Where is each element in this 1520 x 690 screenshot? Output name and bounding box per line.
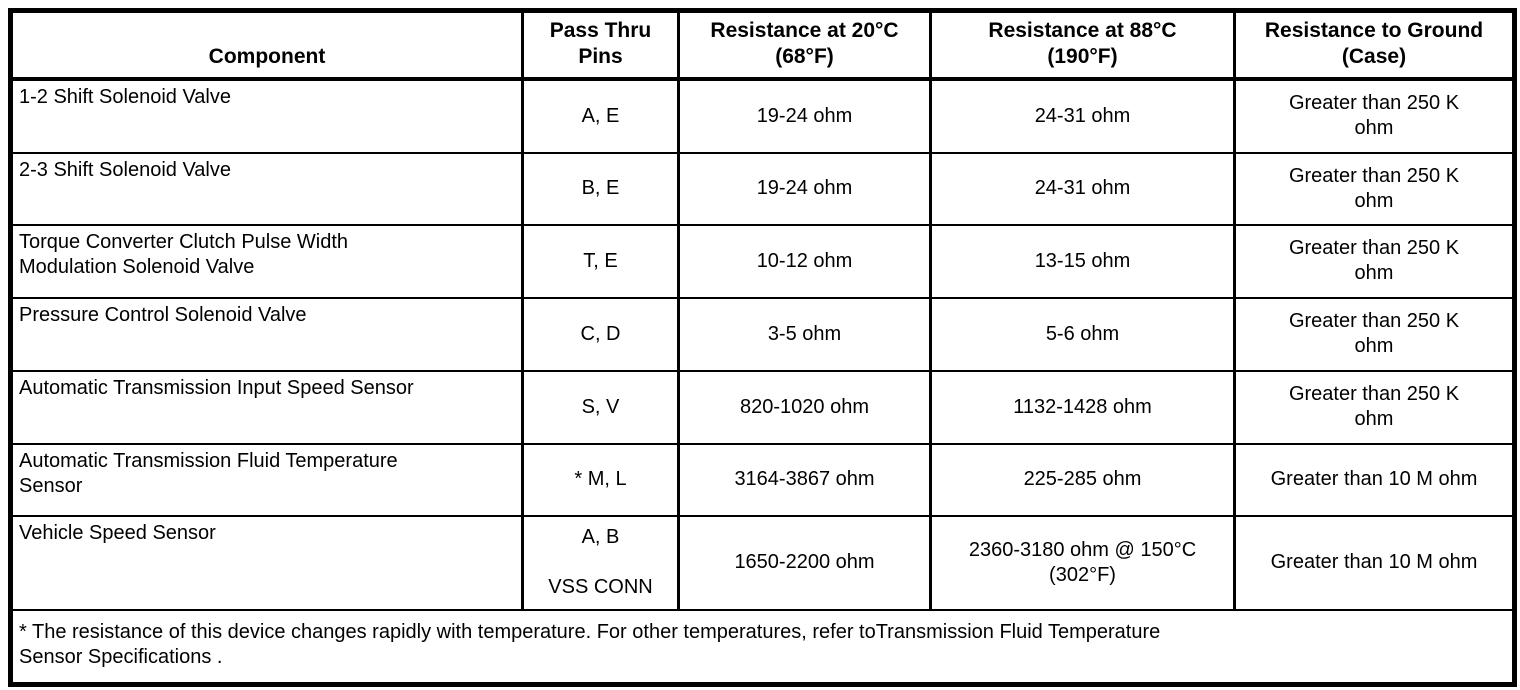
- table-row: 2-3 Shift Solenoid Valve B, E 19-24 ohm …: [9, 151, 1516, 226]
- footnote-row: * The resistance of this device changes …: [9, 608, 1516, 686]
- cell-component: 1-2 Shift Solenoid Valve: [9, 77, 524, 154]
- cell-pins: T, E: [521, 223, 680, 299]
- col-header-component: Component: [9, 9, 524, 81]
- cell-resistance-20c: 1650-2200 ohm: [677, 514, 932, 611]
- cell-resistance-20c: 820-1020 ohm: [677, 369, 932, 445]
- col-header-resistance-20c: Resistance at 20°C (68°F): [677, 9, 932, 81]
- cell-resistance-ground: Greater than 250 K ohm: [1233, 223, 1516, 299]
- table-row: 1-2 Shift Solenoid Valve A, E 19-24 ohm …: [9, 77, 1516, 154]
- cell-component: Vehicle Speed Sensor: [9, 514, 524, 611]
- resistance-spec-table: Component Pass Thru Pins Resistance at 2…: [8, 8, 1517, 687]
- cell-resistance-20c: 19-24 ohm: [677, 151, 932, 226]
- col-header-pass-thru-pins: Pass Thru Pins: [521, 9, 680, 81]
- cell-resistance-ground: Greater than 250 K ohm: [1233, 369, 1516, 445]
- cell-component: Pressure Control Solenoid Valve: [9, 296, 524, 372]
- table-row: Pressure Control Solenoid Valve C, D 3-5…: [9, 296, 1516, 372]
- cell-pins: C, D: [521, 296, 680, 372]
- cell-pins: A, B VSS CONN: [521, 514, 680, 611]
- table-row: Vehicle Speed Sensor A, B VSS CONN 1650-…: [9, 514, 1516, 611]
- cell-pins: B, E: [521, 151, 680, 226]
- col-header-resistance-to-ground: Resistance to Ground (Case): [1233, 9, 1516, 81]
- cell-component: Torque Converter Clutch Pulse Width Modu…: [9, 223, 524, 299]
- table-row: Torque Converter Clutch Pulse Width Modu…: [9, 223, 1516, 299]
- cell-pins: S, V: [521, 369, 680, 445]
- cell-resistance-88c: 5-6 ohm: [929, 296, 1236, 372]
- cell-resistance-88c: 13-15 ohm: [929, 223, 1236, 299]
- cell-resistance-20c: 19-24 ohm: [677, 77, 932, 154]
- col-header-resistance-88c: Resistance at 88°C (190°F): [929, 9, 1236, 81]
- table-row: Automatic Transmission Fluid Temperature…: [9, 442, 1516, 517]
- cell-resistance-88c: 24-31 ohm: [929, 77, 1236, 154]
- cell-resistance-ground: Greater than 10 M ohm: [1233, 514, 1516, 611]
- cell-component: 2-3 Shift Solenoid Valve: [9, 151, 524, 226]
- header-row: Component Pass Thru Pins Resistance at 2…: [9, 9, 1516, 81]
- cell-resistance-20c: 3164-3867 ohm: [677, 442, 932, 517]
- cell-resistance-88c: 24-31 ohm: [929, 151, 1236, 226]
- footnote-text: * The resistance of this device changes …: [9, 608, 1516, 686]
- cell-pins: * M, L: [521, 442, 680, 517]
- table-header: Component Pass Thru Pins Resistance at 2…: [9, 9, 1516, 81]
- cell-resistance-20c: 3-5 ohm: [677, 296, 932, 372]
- cell-component: Automatic Transmission Input Speed Senso…: [9, 369, 524, 445]
- table-body: 1-2 Shift Solenoid Valve A, E 19-24 ohm …: [9, 77, 1516, 686]
- cell-resistance-88c: 225-285 ohm: [929, 442, 1236, 517]
- cell-resistance-ground: Greater than 250 K ohm: [1233, 151, 1516, 226]
- cell-resistance-ground: Greater than 250 K ohm: [1233, 296, 1516, 372]
- cell-component: Automatic Transmission Fluid Temperature…: [9, 442, 524, 517]
- cell-pins: A, E: [521, 77, 680, 154]
- cell-resistance-20c: 10-12 ohm: [677, 223, 932, 299]
- table-row: Automatic Transmission Input Speed Senso…: [9, 369, 1516, 445]
- cell-resistance-88c: 2360-3180 ohm @ 150°C (302°F): [929, 514, 1236, 611]
- cell-resistance-88c: 1132-1428 ohm: [929, 369, 1236, 445]
- cell-resistance-ground: Greater than 10 M ohm: [1233, 442, 1516, 517]
- cell-resistance-ground: Greater than 250 K ohm: [1233, 77, 1516, 154]
